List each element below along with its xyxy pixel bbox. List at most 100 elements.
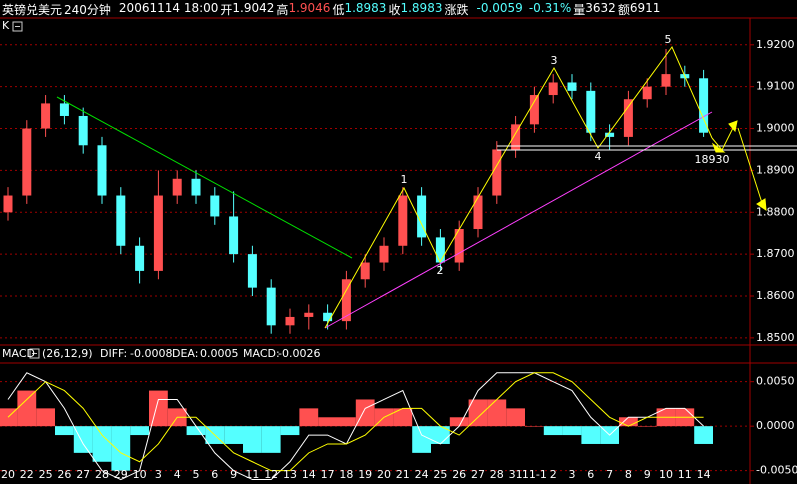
x-tick-label: 14 — [697, 468, 711, 481]
x-tick-label: 7 — [606, 468, 613, 481]
candle-body — [360, 262, 370, 280]
macd-line — [7, 372, 704, 481]
candle-body — [78, 115, 88, 146]
macd-params: (26,12,9) — [42, 347, 93, 360]
candle-body — [341, 279, 351, 322]
x-tick-label: 18 — [339, 468, 353, 481]
macd-bar — [111, 426, 131, 471]
y-tick-label: 1.9000 — [756, 122, 795, 135]
quote-header: 英镑兑美元 240分钟 20061114 18:00 开 1.9042 高 1.… — [2, 1, 662, 17]
candle-body — [642, 86, 652, 100]
x-tick-label: 24 — [415, 468, 429, 481]
high: 1.9046 — [288, 1, 331, 15]
y-tick-label: 1.9200 — [756, 38, 795, 51]
macd-bar — [224, 426, 243, 444]
x-tick-label: 25 — [433, 468, 447, 481]
candle-body — [323, 312, 333, 322]
macd-bar — [243, 426, 262, 453]
candle-body — [699, 78, 709, 133]
macd-bar — [299, 408, 319, 427]
macd-bar — [17, 390, 37, 427]
candle-body — [661, 74, 671, 87]
y-tick-label: -0.0050 — [756, 464, 797, 477]
candle-body — [304, 312, 314, 317]
high-label: 高 — [276, 3, 289, 17]
macd-title: MACD — [2, 347, 35, 360]
candle-body — [492, 149, 502, 196]
macd-bar — [412, 426, 431, 453]
macd-bar — [92, 426, 112, 462]
legend-name: DEA: — [172, 347, 198, 360]
y-tick-label: 0.0000 — [756, 419, 795, 432]
macd-bar — [36, 408, 55, 427]
macd-bar — [318, 417, 337, 427]
candle-body — [266, 287, 276, 326]
x-tick-label: 14 — [302, 468, 316, 481]
candle-body — [379, 245, 389, 263]
x-tick-label: 2 — [550, 468, 557, 481]
macd-bar — [487, 399, 507, 427]
x-tick-label: 13 — [283, 468, 297, 481]
open: 1.9042 — [232, 1, 275, 15]
candle-body — [191, 178, 201, 196]
x-tick-label: 21 — [396, 468, 410, 481]
candle-body — [247, 254, 257, 288]
macd-bar — [543, 426, 563, 436]
legend-value: 0.0005 — [200, 347, 239, 360]
x-tick-label: 26 — [57, 468, 71, 481]
amount-label: 额 — [617, 3, 630, 17]
legend-value: -0.0026 — [278, 347, 320, 360]
legend-value: -0.0008 — [130, 347, 172, 360]
x-tick-label: 5 — [193, 468, 200, 481]
x-tick-label: 3 — [569, 468, 576, 481]
wave-label: 3 — [551, 54, 558, 67]
volume: 3632 — [585, 1, 616, 15]
x-tick-label: 8 — [625, 468, 632, 481]
frame — [0, 17, 797, 484]
x-tick-label: 17 — [321, 468, 335, 481]
macd-bar — [393, 408, 413, 427]
amount: 6911 — [629, 1, 661, 15]
x-tick-label: 19 — [358, 468, 372, 481]
x-tick-label: 6 — [211, 468, 218, 481]
candle-body — [529, 95, 539, 125]
macd-bar — [449, 417, 469, 427]
y-tick-label: 0.0050 — [756, 375, 795, 388]
y-tick-label: 1.8900 — [756, 163, 795, 176]
candle-body — [135, 245, 145, 271]
close-label: 收 — [388, 3, 401, 17]
x-tick-label: 3 — [155, 468, 162, 481]
wave-label: 18930 — [695, 153, 730, 166]
candle-body — [586, 90, 596, 133]
candle-body — [473, 195, 483, 230]
candle-body — [417, 195, 427, 238]
x-tick-label: 31 — [509, 468, 523, 481]
x-tick-label: 28 — [95, 468, 109, 481]
candle-body — [22, 128, 32, 196]
wave-label: 2 — [437, 264, 444, 277]
annotations: 1 2 3 4 5 18930 — [401, 33, 730, 277]
x-tick-label: 26 — [452, 468, 466, 481]
candle-body — [398, 195, 408, 246]
macd-bar — [506, 408, 525, 427]
macd-bar — [337, 417, 356, 427]
macd-bar — [280, 426, 300, 436]
x-tick-label: 9 — [644, 468, 651, 481]
close: 1.8983 — [400, 1, 443, 15]
x-tick-label: 9 — [230, 468, 237, 481]
candle-body — [548, 82, 558, 96]
candle-body — [454, 229, 464, 263]
macd-header: MACD (26,12,9) — [2, 347, 93, 360]
macd-bar — [355, 399, 375, 427]
macd-bar — [261, 426, 281, 453]
x-tick-label: 27 — [76, 468, 90, 481]
panel-label: K — [2, 19, 10, 32]
candle-body — [435, 237, 445, 263]
x-tick-label: 28 — [490, 468, 504, 481]
macd-bar — [562, 426, 582, 436]
x-tick-label: 25 — [39, 468, 53, 481]
macd-bar — [619, 417, 638, 427]
candle-body — [59, 103, 69, 116]
